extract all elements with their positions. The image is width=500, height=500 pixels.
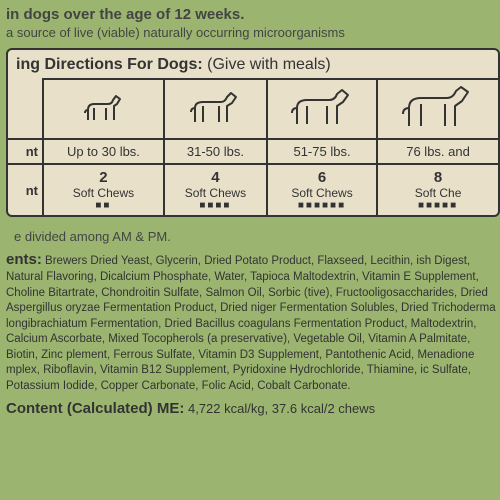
dog-icon-sm (164, 79, 267, 139)
amount-row-label: nt (8, 164, 43, 215)
amount-cell: 2 Soft Chews ■■ (43, 164, 164, 215)
divide-note: e divided among AM & PM. (6, 225, 500, 250)
weight-cell: Up to 30 lbs. (43, 139, 164, 164)
calorie-value: 4,722 kcal/kg, 37.6 kcal/2 chews (188, 401, 375, 416)
calorie-head: Content (Calculated) ME: (6, 400, 184, 417)
dog-icon-xs (43, 79, 164, 139)
header-line1: in dogs over the age of 12 weeks. (6, 6, 500, 23)
feeding-table: nt Up to 30 lbs. 31-50 lbs. 51-75 lbs. 7… (8, 78, 498, 215)
dog-icon-md (267, 79, 377, 139)
weight-cell: 76 lbs. and (377, 139, 498, 164)
ingredients-head: ents: (6, 251, 42, 268)
calorie-line: Content (Calculated) ME: 4,722 kcal/kg, … (6, 400, 500, 417)
directions-box: ing Directions For Dogs: (Give with meal… (6, 48, 500, 217)
amount-cell: 8 Soft Che ■■■■■ (377, 164, 498, 215)
amount-cell: 4 Soft Chews ■■■■ (164, 164, 267, 215)
weight-cell: 51-75 lbs. (267, 139, 377, 164)
header-line2: a source of live (viable) naturally occu… (6, 25, 500, 40)
ingredients-block: ents: Brewers Dried Yeast, Glycerin, Dri… (6, 250, 500, 394)
amount-cell: 6 Soft Chews ■■■■■■ (267, 164, 377, 215)
weight-cell: 31-50 lbs. (164, 139, 267, 164)
ingredients-text: Brewers Dried Yeast, Glycerin, Dried Pot… (6, 255, 496, 392)
weight-row-label: nt (8, 139, 43, 164)
directions-title: ing Directions For Dogs: (Give with meal… (8, 50, 498, 78)
dog-icon-lg (377, 79, 498, 139)
